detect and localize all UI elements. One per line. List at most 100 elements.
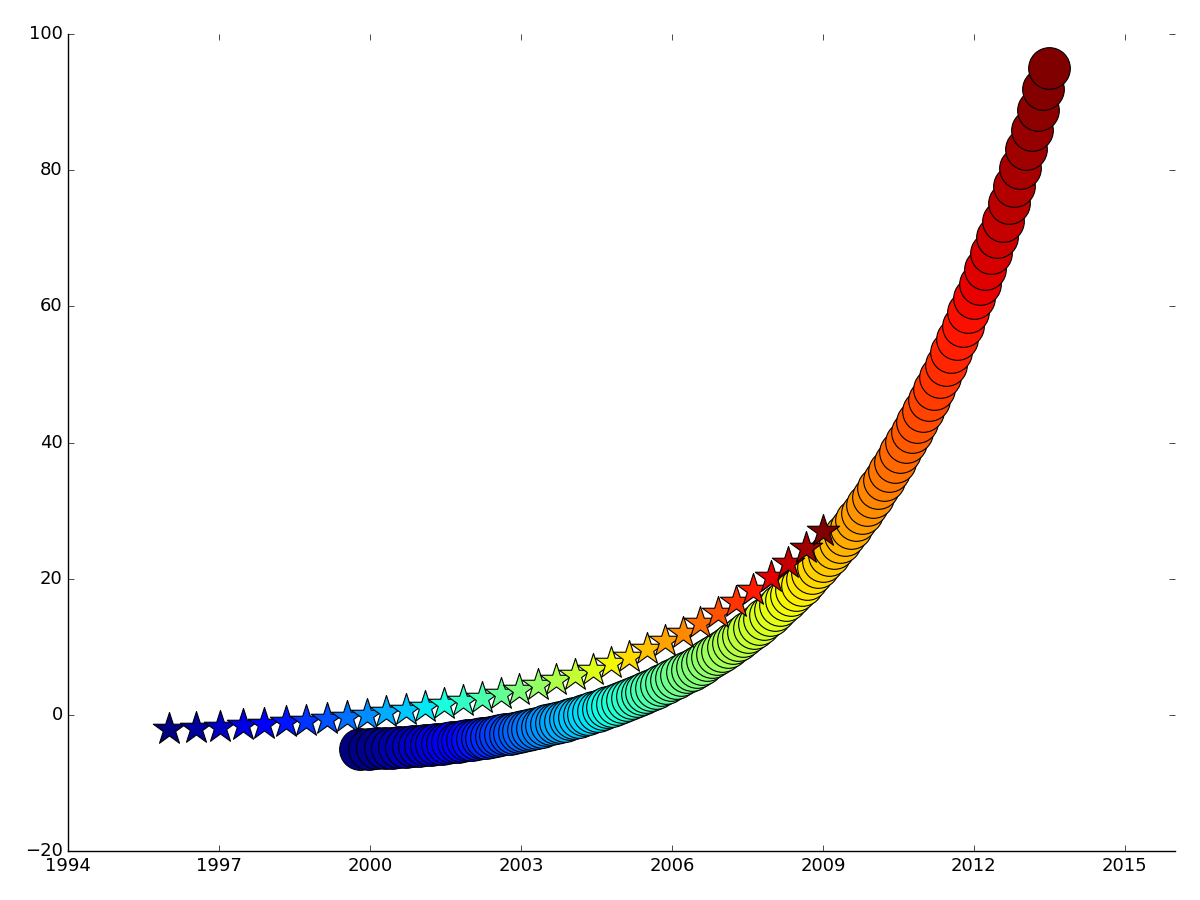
Point [739, 625, 758, 639]
Point [481, 730, 500, 744]
Point [473, 690, 492, 705]
Point [390, 740, 409, 754]
Point [947, 332, 966, 347]
Point [377, 706, 396, 720]
Point [770, 598, 790, 613]
Point [622, 691, 641, 706]
Point [798, 572, 817, 586]
Point [458, 734, 478, 748]
Point [500, 726, 520, 741]
Point [688, 660, 707, 674]
Point [397, 740, 416, 754]
Point [930, 370, 949, 384]
Point [187, 721, 206, 735]
Point [337, 710, 356, 724]
Point [733, 629, 752, 643]
Point [890, 445, 910, 459]
Point [796, 541, 815, 555]
Point [656, 676, 676, 690]
Point [976, 261, 995, 275]
Point [776, 593, 796, 608]
Point [858, 498, 877, 512]
Point [830, 535, 850, 549]
Point [463, 733, 482, 747]
Point [750, 616, 769, 631]
Point [432, 736, 451, 751]
Point [628, 689, 647, 704]
Point [642, 682, 661, 697]
Point [637, 685, 656, 699]
Point [434, 698, 454, 712]
Point [452, 734, 472, 748]
Point [486, 729, 505, 743]
Point [396, 703, 415, 717]
Point [504, 725, 523, 740]
Point [560, 712, 580, 726]
Point [518, 723, 538, 737]
Point [472, 731, 491, 745]
Point [655, 634, 674, 649]
Point [924, 382, 943, 396]
Point [936, 357, 955, 372]
Point [528, 721, 547, 735]
Point [509, 724, 528, 739]
Point [869, 482, 888, 496]
Point [358, 707, 377, 722]
Point [896, 435, 916, 449]
Point [1039, 61, 1058, 76]
Point [820, 548, 839, 562]
Point [907, 415, 926, 429]
Point [367, 742, 386, 756]
Point [546, 716, 565, 731]
Point [536, 718, 556, 733]
Point [427, 737, 446, 751]
Point [593, 702, 612, 716]
Point [210, 719, 229, 733]
Point [673, 626, 692, 640]
Point [708, 647, 727, 662]
Point [541, 717, 560, 732]
Point [902, 425, 922, 439]
Point [454, 694, 473, 708]
Point [779, 556, 798, 571]
Point [792, 578, 811, 592]
Point [691, 616, 710, 631]
Point [697, 653, 716, 668]
Point [376, 741, 395, 755]
Point [713, 644, 732, 658]
Point [565, 668, 584, 682]
Point [1022, 122, 1042, 137]
Point [491, 728, 510, 742]
Point [880, 464, 899, 478]
Point [652, 678, 671, 692]
Point [514, 724, 533, 738]
Point [547, 673, 566, 688]
Point [491, 687, 510, 701]
Point [556, 714, 575, 728]
Point [350, 742, 370, 757]
Point [970, 276, 989, 291]
Point [578, 706, 598, 721]
Point [718, 640, 737, 654]
Point [661, 673, 680, 688]
Point [708, 606, 727, 620]
Point [846, 513, 865, 527]
Point [617, 693, 636, 707]
Point [988, 230, 1007, 244]
Point [317, 712, 336, 726]
Point [744, 621, 763, 635]
Point [787, 583, 806, 598]
Point [598, 700, 617, 715]
Point [672, 668, 691, 682]
Point [919, 393, 938, 408]
Point [766, 603, 785, 617]
Point [1016, 142, 1036, 157]
Point [254, 716, 274, 731]
Point [601, 656, 620, 670]
Point [448, 734, 467, 749]
Point [994, 213, 1013, 228]
Point [692, 656, 712, 670]
Point [637, 642, 656, 656]
Point [998, 196, 1018, 211]
Point [233, 718, 252, 733]
